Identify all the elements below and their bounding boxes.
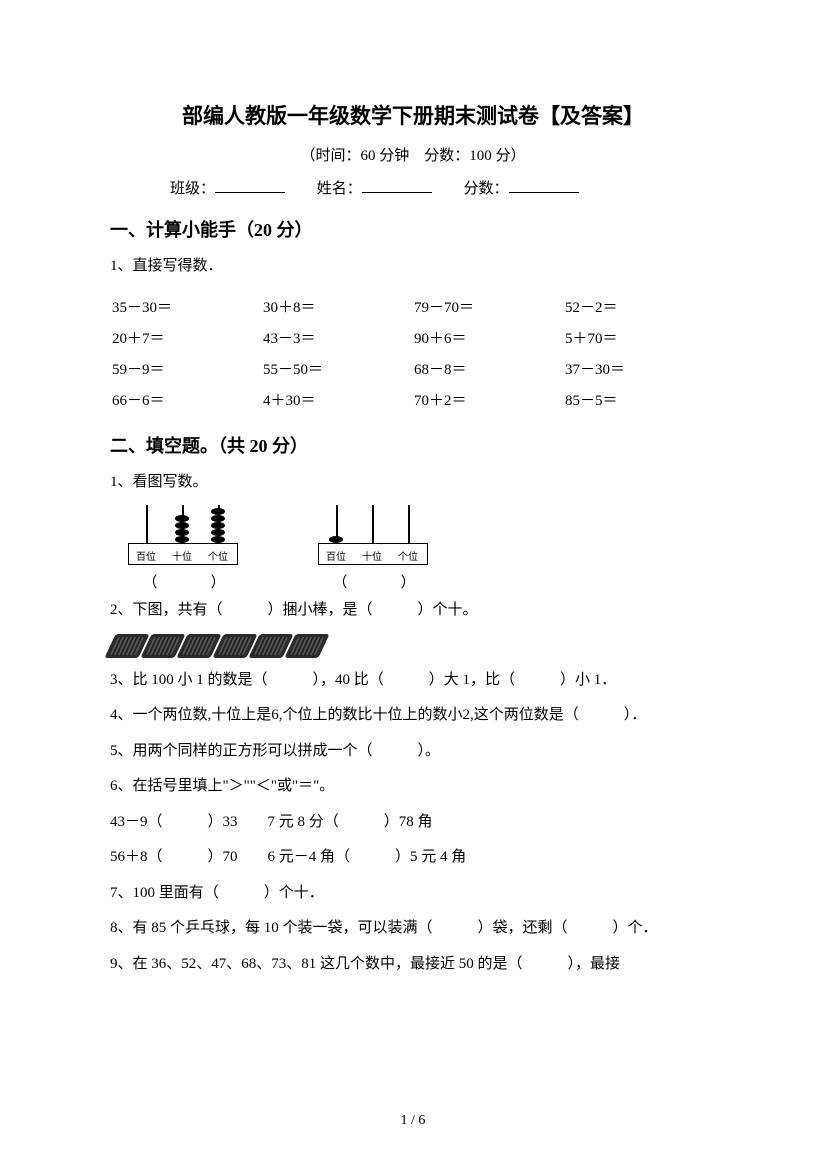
- class-blank[interactable]: [215, 192, 285, 193]
- calc-cell: 79－70＝: [414, 292, 563, 321]
- calc-cell: 4＋30＝: [263, 385, 412, 414]
- answer-paren[interactable]: （ ）: [318, 571, 428, 592]
- name-label: 姓名：: [317, 181, 362, 197]
- calc-cell: 90＋6＝: [414, 323, 563, 352]
- s2-q2: 2、下图，共有（ ）捆小棒，是（ ）个十。: [110, 598, 716, 624]
- name-blank[interactable]: [362, 192, 432, 193]
- s2-q9: 9、在 36、52、47、68、73、81 这几个数中，最接近 50 的是（ ）…: [110, 952, 716, 978]
- calc-cell: 55－50＝: [263, 354, 412, 383]
- abacus-1: 百位 十位 个位 （ ）: [128, 505, 238, 592]
- abacus-label: 十位: [172, 552, 192, 563]
- calc-cell: 85－5＝: [565, 385, 714, 414]
- score-blank[interactable]: [509, 192, 579, 193]
- s2-q7: 7、100 里面有（ ）个十．: [110, 881, 716, 907]
- student-info-line: 班级： 姓名： 分数：: [110, 177, 716, 198]
- abacus-label: 百位: [136, 552, 156, 563]
- sticks-row: [110, 634, 716, 658]
- calc-cell: 5＋70＝: [565, 323, 714, 352]
- calc-cell: 35－30＝: [112, 292, 261, 321]
- calc-row: 59－9＝ 55－50＝ 68－8＝ 37－30＝: [112, 354, 714, 383]
- s2-q1: 1、看图写数。: [110, 470, 716, 496]
- section-1-title: 一、计算小能手（20 分）: [110, 216, 716, 242]
- calc-row: 66－6＝ 4＋30＝ 70＋2＝ 85－5＝: [112, 385, 714, 414]
- calc-cell: 66－6＝: [112, 385, 261, 414]
- calc-cell: 43－3＝: [263, 323, 412, 352]
- s2-q8: 8、有 85 个乒乓球，每 10 个装一袋，可以装满（ ）袋，还剩（ ）个．: [110, 916, 716, 942]
- s2-q6: 6、在括号里填上"＞""＜"或"＝"。: [110, 774, 716, 800]
- s1-q1: 1、直接写得数．: [110, 254, 716, 280]
- exam-title: 部编人教版一年级数学下册期末测试卷【及答案】: [110, 100, 716, 130]
- abacus-label: 十位: [362, 552, 382, 563]
- calc-cell: 68－8＝: [414, 354, 563, 383]
- abacus-row: 百位 十位 个位 （ ） 百位 十位 个位 （ ）: [128, 505, 716, 592]
- s2-q6b: 56＋8（ ）70 6 元－4 角（ ）5 元 4 角: [110, 845, 716, 871]
- exam-subtitle: （时间：60 分钟 分数：100 分）: [110, 144, 716, 165]
- s2-q4: 4、一个两位数,十位上是6,个位上的数比十位上的数小2,这个两位数是（ ）．: [110, 703, 716, 729]
- calc-cell: 20＋7＝: [112, 323, 261, 352]
- s2-q6a: 43－9（ ）33 7 元 8 分（ ）78 角: [110, 810, 716, 836]
- page-number: 1 / 6: [0, 1113, 826, 1129]
- answer-paren[interactable]: （ ）: [128, 571, 238, 592]
- section-2-title: 二、填空题。（共 20 分）: [110, 432, 716, 458]
- abacus-2: 百位 十位 个位 （ ）: [318, 505, 428, 592]
- calc-cell: 52－2＝: [565, 292, 714, 321]
- abacus-label: 个位: [208, 552, 228, 563]
- class-label: 班级：: [170, 181, 215, 197]
- s2-q5: 5、用两个同样的正方形可以拼成一个（ ）。: [110, 739, 716, 765]
- abacus-label: 百位: [326, 552, 346, 563]
- calc-table: 35－30＝ 30＋8＝ 79－70＝ 52－2＝ 20＋7＝ 43－3＝ 90…: [110, 290, 716, 416]
- calc-cell: 30＋8＝: [263, 292, 412, 321]
- score-label: 分数：: [464, 181, 509, 197]
- calc-cell: 59－9＝: [112, 354, 261, 383]
- calc-cell: 70＋2＝: [414, 385, 563, 414]
- calc-row: 35－30＝ 30＋8＝ 79－70＝ 52－2＝: [112, 292, 714, 321]
- calc-row: 20＋7＝ 43－3＝ 90＋6＝ 5＋70＝: [112, 323, 714, 352]
- abacus-label: 个位: [398, 552, 418, 563]
- calc-cell: 37－30＝: [565, 354, 714, 383]
- s2-q3: 3、比 100 小 1 的数是（ ），40 比（ ）大 1，比（ ）小 1．: [110, 668, 716, 694]
